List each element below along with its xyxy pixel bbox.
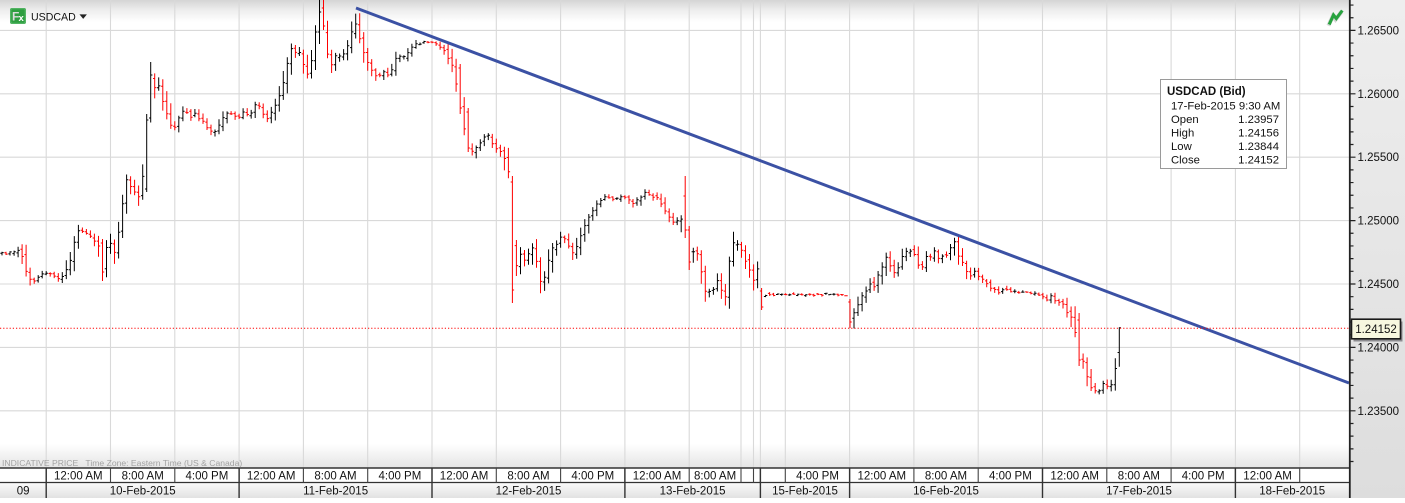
svg-text:12:00 AM: 12:00 AM [54,471,103,483]
svg-text:1.24500: 1.24500 [1358,279,1400,291]
svg-text:Close: Close [1171,155,1200,167]
svg-text:1.26500: 1.26500 [1358,25,1400,37]
svg-text:1.26000: 1.26000 [1358,89,1400,101]
svg-text:12:00 AM: 12:00 AM [633,471,682,483]
svg-text:4:00 PM: 4:00 PM [1182,471,1225,483]
svg-text:12:00 AM: 12:00 AM [858,471,907,483]
svg-text:18-Feb-2015: 18-Feb-2015 [1259,486,1325,498]
svg-text:11-Feb-2015: 11-Feb-2015 [303,486,368,498]
svg-text:8:00 AM: 8:00 AM [314,471,356,483]
svg-text:1.24152: 1.24152 [1238,155,1279,167]
svg-text:F: F [12,10,19,24]
svg-text:4:00 PM: 4:00 PM [378,471,421,483]
svg-text:High: High [1171,128,1194,140]
svg-text:8:00 AM: 8:00 AM [1118,471,1160,483]
svg-text:15-Feb-2015: 15-Feb-2015 [772,486,838,498]
svg-text:4:00 PM: 4:00 PM [796,471,839,483]
svg-text:10-Feb-2015: 10-Feb-2015 [110,486,176,498]
svg-text:Open: Open [1171,114,1199,126]
svg-text:17-Feb-2015: 17-Feb-2015 [1106,486,1172,498]
svg-text:Low: Low [1171,141,1193,153]
svg-text:4:00 PM: 4:00 PM [989,471,1032,483]
svg-text:8:00 AM: 8:00 AM [694,471,736,483]
svg-text:12:00 AM: 12:00 AM [1050,471,1099,483]
svg-text:09: 09 [17,486,30,498]
svg-text:4:00 PM: 4:00 PM [185,471,228,483]
svg-text:INDICATIVE PRICE Time Zone:: INDICATIVE PRICE Time Zone: Eastern Time… [2,458,242,468]
svg-text:1.25000: 1.25000 [1358,216,1400,228]
svg-text:1.23844: 1.23844 [1238,141,1279,153]
svg-text:17-Feb-2015 9:30 AM: 17-Feb-2015 9:30 AM [1171,101,1280,113]
svg-text:8:00 AM: 8:00 AM [122,471,164,483]
svg-text:1.25500: 1.25500 [1358,152,1400,164]
svg-text:16-Feb-2015: 16-Feb-2015 [913,486,979,498]
svg-text:12:00 AM: 12:00 AM [1243,471,1292,483]
svg-text:8:00 AM: 8:00 AM [925,471,967,483]
svg-text:1.24152: 1.24152 [1355,324,1397,336]
svg-text:12-Feb-2015: 12-Feb-2015 [496,486,562,498]
svg-text:12:00 AM: 12:00 AM [247,471,296,483]
svg-text:1.24156: 1.24156 [1238,128,1279,140]
svg-text:4:00 PM: 4:00 PM [571,471,614,483]
svg-text:13-Feb-2015: 13-Feb-2015 [660,486,726,498]
svg-text:1.23957: 1.23957 [1238,114,1279,126]
svg-text:USDCAD (Bid): USDCAD (Bid) [1167,86,1246,98]
svg-text:1.24000: 1.24000 [1358,342,1400,354]
svg-text:USDCAD: USDCAD [31,12,76,24]
svg-text:x: x [19,13,25,24]
svg-text:12:00 AM: 12:00 AM [440,471,489,483]
svg-text:8:00 AM: 8:00 AM [507,471,549,483]
svg-text:1.23500: 1.23500 [1358,406,1400,418]
